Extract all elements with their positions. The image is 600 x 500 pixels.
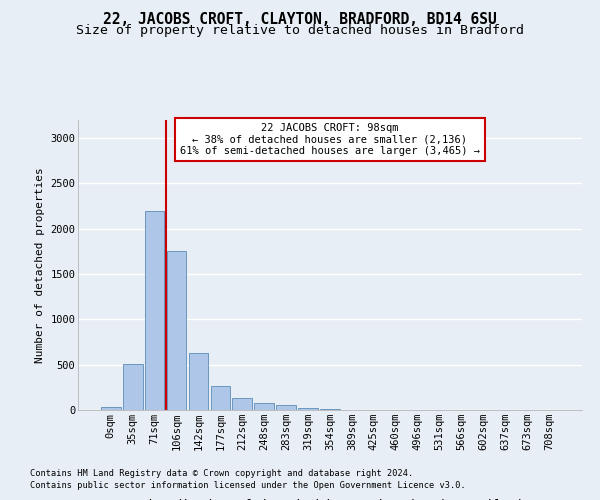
Y-axis label: Number of detached properties: Number of detached properties — [35, 167, 44, 363]
Bar — [145, 210, 164, 410]
Bar — [188, 353, 208, 410]
Bar — [320, 409, 340, 410]
Bar — [101, 408, 121, 410]
Text: Size of property relative to detached houses in Bradford: Size of property relative to detached ho… — [76, 24, 524, 37]
Text: 22 JACOBS CROFT: 98sqm
← 38% of detached houses are smaller (2,136)
61% of semi-: 22 JACOBS CROFT: 98sqm ← 38% of detached… — [180, 123, 480, 156]
Bar — [276, 406, 296, 410]
Bar — [211, 386, 230, 410]
Text: Contains HM Land Registry data © Crown copyright and database right 2024.: Contains HM Land Registry data © Crown c… — [30, 468, 413, 477]
X-axis label: Distribution of detached houses by size in Bradford: Distribution of detached houses by size … — [139, 499, 521, 500]
Bar — [167, 252, 187, 410]
Bar — [123, 364, 143, 410]
Text: Contains public sector information licensed under the Open Government Licence v3: Contains public sector information licen… — [30, 481, 466, 490]
Bar — [298, 408, 318, 410]
Text: 22, JACOBS CROFT, CLAYTON, BRADFORD, BD14 6SU: 22, JACOBS CROFT, CLAYTON, BRADFORD, BD1… — [103, 12, 497, 28]
Bar — [254, 403, 274, 410]
Bar — [232, 398, 252, 410]
